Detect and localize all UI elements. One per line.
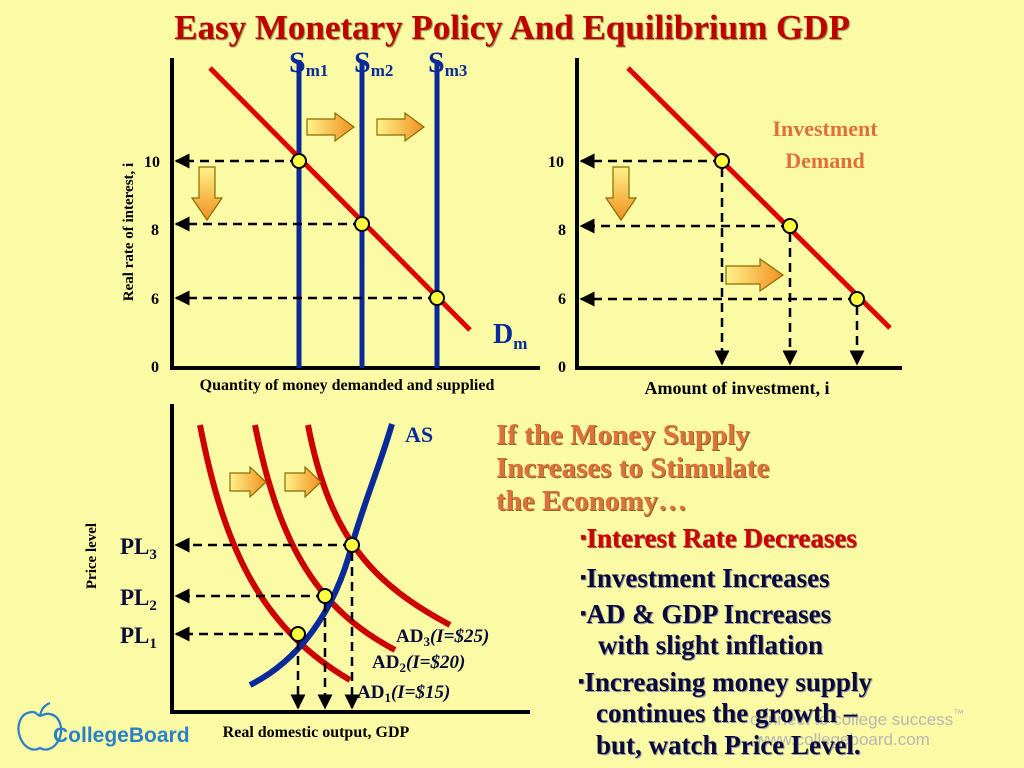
adas-equilibrium-2 bbox=[317, 588, 333, 604]
money-market-graph: 10 8 6 0 Real rate of interest, i Quanti… bbox=[121, 46, 540, 394]
watermark-tm: ™ bbox=[953, 708, 965, 720]
investment-graph: 10 8 6 0 Amount of investment, i Investm… bbox=[548, 58, 902, 398]
investment-tick-8: 8 bbox=[558, 222, 566, 239]
investment-demand-curve bbox=[626, 66, 892, 330]
money-tick-10: 10 bbox=[144, 154, 160, 171]
pl1-label: PL1 bbox=[120, 623, 157, 652]
investment-tick-6: 6 bbox=[558, 291, 566, 308]
bullet-investment: ▪Investment Increases bbox=[580, 562, 830, 593]
bullet-money-supply-cont-2: but, watch Price Level. bbox=[596, 730, 861, 760]
money-x-axis-label: Quantity of money demanded and supplied bbox=[200, 377, 495, 394]
investment-tick-0: 0 bbox=[558, 359, 566, 376]
ad2-curve bbox=[252, 424, 397, 653]
supply-label-1: Sm1 bbox=[289, 46, 328, 80]
explanation-headline: If the Money Supply Increases to Stimula… bbox=[496, 419, 769, 518]
supply-label-2: Sm2 bbox=[354, 46, 393, 80]
adas-equilibrium-3 bbox=[344, 537, 360, 553]
money-tick-8: 8 bbox=[151, 222, 159, 239]
investment-demand-label-2: Demand bbox=[785, 148, 864, 173]
bullet-text: Interest Rate Decreases bbox=[586, 523, 857, 553]
money-equilibrium-3 bbox=[429, 290, 445, 306]
money-y-axis-label: Real rate of interest, i bbox=[121, 163, 137, 301]
ad3-label: AD3(I=$25) bbox=[396, 626, 489, 649]
adas-equilibrium-1 bbox=[290, 626, 306, 642]
money-equilibrium-1 bbox=[291, 153, 307, 169]
adas-x-axis-label: Real domestic output, GDP bbox=[223, 724, 410, 741]
investment-demand-label-1: Investment bbox=[772, 116, 878, 141]
right-arrow-icon bbox=[229, 465, 267, 499]
bullet-text: AD & GDP Increases bbox=[586, 599, 832, 629]
investment-point-1 bbox=[714, 153, 730, 169]
investment-tick-10: 10 bbox=[548, 154, 564, 171]
bullet-money-supply: ▪Increasing money supply bbox=[578, 666, 872, 697]
money-demand-curve bbox=[208, 66, 472, 332]
supply-label-3: Sm3 bbox=[428, 46, 467, 80]
bullet-ad-gdp: ▪AD & GDP Increases bbox=[580, 598, 831, 629]
collegeboard-logo: CollegeBoard bbox=[53, 724, 190, 747]
bullet-interest-rate: ▪Interest Rate Decreases bbox=[580, 522, 857, 553]
headline-line-2: Increases to Stimulate bbox=[496, 452, 770, 484]
bullet-money-supply-cont-1: continues the growth – bbox=[596, 698, 858, 728]
as-label: AS bbox=[405, 422, 433, 447]
pl3-label: PL3 bbox=[120, 534, 157, 563]
investment-point-2 bbox=[782, 218, 798, 234]
money-tick-6: 6 bbox=[151, 291, 159, 308]
down-arrow-icon bbox=[190, 166, 224, 222]
ad1-curve bbox=[197, 424, 352, 683]
headline-line-1: If the Money Supply bbox=[496, 419, 750, 451]
watermark-url: www.collegeboard.com bbox=[755, 730, 930, 749]
adas-graph: PL3 PL2 PL1 Price level Real domestic ou… bbox=[84, 404, 530, 741]
adas-y-axis-label: Price level bbox=[84, 523, 100, 589]
slide-title: Easy Monetary Policy And Equilibrium GDP bbox=[174, 8, 850, 47]
right-arrow-icon bbox=[725, 257, 785, 293]
pl2-label: PL2 bbox=[120, 585, 157, 614]
watermark-tagline: connect to college success™ bbox=[750, 708, 964, 730]
headline-line-3: the Economy… bbox=[496, 485, 687, 517]
bullet-marker: ▪ bbox=[578, 671, 585, 691]
demand-label: Dm bbox=[493, 319, 527, 353]
ad1-label: AD1(I=$15) bbox=[357, 682, 450, 705]
right-arrow-icon bbox=[376, 111, 426, 143]
as-curve bbox=[248, 423, 395, 688]
money-equilibrium-2 bbox=[354, 216, 370, 232]
bullet-marker: ▪ bbox=[580, 527, 587, 547]
bullet-ad-gdp-cont: with slight inflation bbox=[598, 630, 824, 660]
ad2-label: AD2(I=$20) bbox=[372, 652, 465, 675]
right-arrow-icon bbox=[284, 465, 322, 499]
money-tick-0: 0 bbox=[151, 359, 159, 376]
ad3-curve bbox=[305, 424, 452, 628]
apple-icon bbox=[17, 701, 63, 751]
investment-point-3 bbox=[849, 291, 865, 307]
investment-x-axis-label: Amount of investment, i bbox=[645, 378, 830, 398]
bullet-marker: ▪ bbox=[580, 567, 587, 587]
bullet-text: Increasing money supply bbox=[584, 667, 872, 697]
down-arrow-icon bbox=[604, 166, 638, 222]
bullet-marker: ▪ bbox=[580, 603, 587, 623]
bullet-text: Investment Increases bbox=[586, 563, 830, 593]
watermark-tagline-text: connect to college success bbox=[750, 710, 954, 729]
right-arrow-icon bbox=[306, 111, 356, 143]
